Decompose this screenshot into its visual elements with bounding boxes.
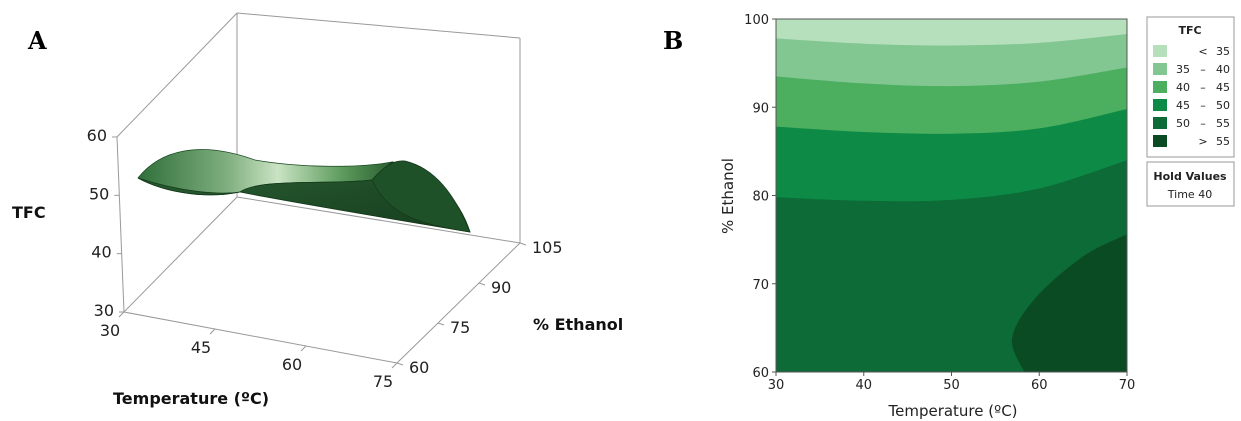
y-tick-mark [437, 322, 445, 326]
legend-swatch [1153, 135, 1167, 147]
y-tick-label: 105 [532, 238, 563, 257]
hold-values-box: Hold Values Time 40 [1146, 161, 1235, 207]
contour-x-tick-label: 60 [1031, 378, 1048, 393]
y-tick-label: 60 [409, 358, 429, 377]
legend-operator: – [1200, 81, 1206, 94]
frame-y-axis-line [396, 242, 521, 364]
contour-x-axis-label: Temperature (ºC) [887, 402, 1017, 420]
contour-y-tick-label: 70 [752, 278, 769, 293]
hold-values-title: Hold Values [1153, 170, 1227, 183]
frame-floor-back-edge [236, 196, 521, 244]
x-tick-mark [391, 362, 398, 369]
legend-range-low: 45 [1176, 99, 1190, 112]
legend-operator: – [1200, 117, 1206, 130]
y-axis-label: % Ethanol [533, 315, 623, 334]
legend-range-low: 35 [1176, 63, 1190, 76]
legend-range-high: 40 [1216, 63, 1230, 76]
x-tick-label: 60 [282, 355, 302, 374]
y-axis-ticks: 60 75 90 105 [396, 238, 563, 377]
contour-x-tick-label: 30 [768, 378, 785, 393]
surface-plot: 30 40 50 60 30 45 60 75 60 75 90 105 TFC Temperat… [12, 12, 623, 408]
panel-b-label: B [663, 26, 683, 55]
legend-range-high: 45 [1216, 81, 1230, 94]
x-tick-mark [300, 345, 307, 352]
contour-x-axis-ticks: 30 40 50 60 70 [768, 372, 1136, 393]
legend-range-high: 35 [1216, 45, 1230, 58]
legend-operator: > [1198, 135, 1207, 148]
contour-y-tick-label: 100 [744, 13, 769, 28]
z-axis-label: TFC [12, 203, 46, 222]
legend-swatch [1153, 45, 1167, 57]
legend-swatch [1153, 99, 1167, 111]
frame-x-axis-line [123, 311, 398, 364]
legend-title: TFC [1178, 24, 1201, 37]
x-tick-label: 75 [373, 372, 393, 391]
legend-swatch [1153, 81, 1167, 93]
panel-a-label: A [27, 26, 47, 55]
x-tick-mark [118, 311, 125, 318]
z-tick-label: 40 [91, 243, 111, 262]
frame-top-back-edge [236, 12, 521, 39]
y-tick-mark [478, 282, 486, 286]
contour-band-gt55 [1011, 234, 1127, 372]
z-tick-label: 50 [89, 184, 109, 203]
legend-box [1146, 16, 1235, 158]
legend-operator: – [1200, 63, 1206, 76]
legend-range-high: 55 [1216, 117, 1230, 130]
contour-y-tick-label: 90 [752, 101, 769, 116]
contour-x-tick-label: 50 [943, 378, 960, 393]
frame-z-axis-line [116, 136, 125, 313]
y-tick-label: 90 [491, 278, 511, 297]
legend-swatch [1153, 63, 1167, 75]
z-tick-label: 60 [87, 126, 107, 145]
legend-range-low: 40 [1176, 81, 1190, 94]
contour-y-tick-label: 60 [752, 366, 769, 381]
frame-left-top-edge [116, 12, 238, 138]
x-tick-label: 45 [191, 338, 211, 357]
legend-range-high: 50 [1216, 99, 1230, 112]
y-tick-label: 75 [450, 318, 470, 337]
contour-x-tick-label: 70 [1119, 378, 1136, 393]
hold-values-frame [1146, 161, 1235, 207]
legend-range-high: 55 [1216, 135, 1230, 148]
frame-floor-left-edge [123, 196, 238, 313]
x-tick-mark [209, 328, 216, 335]
legend-range-low: 50 [1176, 117, 1190, 130]
legend-operator: – [1200, 99, 1206, 112]
hold-values-line: Time 40 [1167, 188, 1212, 201]
contour-y-axis-label: % Ethanol [719, 158, 737, 234]
z-axis-ticks: 30 40 50 60 [87, 126, 124, 320]
contour-x-tick-label: 40 [855, 378, 872, 393]
y-tick-mark [519, 242, 527, 246]
x-tick-label: 30 [100, 321, 120, 340]
contour-y-tick-label: 80 [752, 190, 769, 205]
x-axis-label: Temperature (ºC) [113, 389, 269, 408]
surface-right-dome [371, 160, 471, 233]
x-axis-ticks: 30 45 60 75 [100, 311, 398, 391]
y-tick-mark [396, 362, 404, 366]
legend-swatch [1153, 117, 1167, 129]
contour-fill-layer [776, 19, 1127, 372]
contour-y-axis-ticks: 60 70 80 90 100 [744, 13, 776, 381]
z-tick-label: 30 [94, 301, 114, 320]
legend-operator: < [1198, 45, 1207, 58]
